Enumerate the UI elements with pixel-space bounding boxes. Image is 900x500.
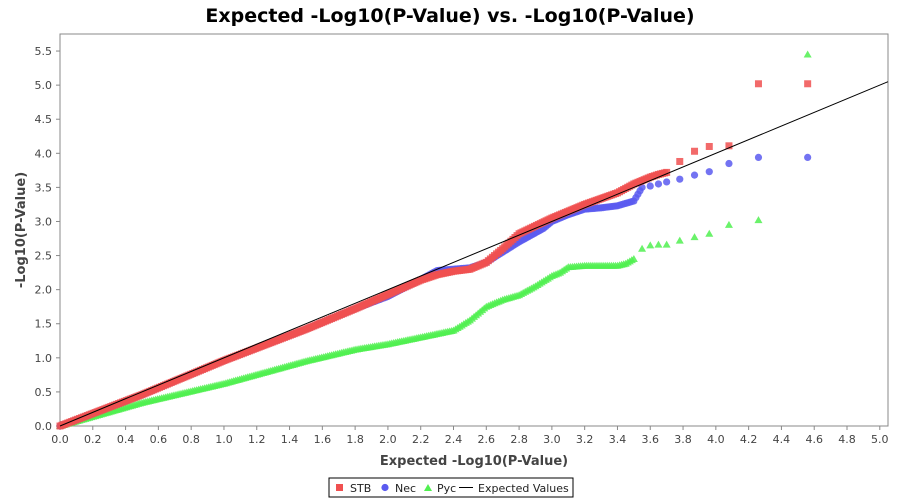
data-point-stb [691, 147, 699, 155]
data-point-stb [705, 142, 713, 150]
y-tick-label: 4.0 [35, 147, 53, 160]
data-point-nec [663, 178, 671, 186]
y-tick-label: 2.0 [35, 284, 53, 297]
data-point-stb [725, 142, 733, 150]
data-point-pyc [638, 244, 647, 252]
x-tick-label: 0.2 [84, 433, 102, 446]
data-point-nec [646, 182, 654, 190]
data-point-nec [705, 168, 713, 176]
legend-stb-label: STB [350, 482, 371, 495]
data-point-pyc [646, 241, 655, 249]
x-tick-label: 4.6 [805, 433, 823, 446]
data-point-pyc [675, 236, 684, 244]
data-point-nec [654, 180, 663, 188]
legend-pyc-label: Pyc [437, 482, 456, 495]
plot-area [59, 33, 889, 427]
reference-line-layer [59, 81, 889, 427]
legend-stb-marker [336, 484, 343, 491]
x-tick-label: 1.8 [346, 433, 364, 446]
x-tick-label: 0.4 [117, 433, 135, 446]
x-tick-label: 4.0 [707, 433, 725, 446]
x-tick-label: 1.0 [215, 433, 233, 446]
x-tick-label: 1.4 [281, 433, 299, 446]
data-point-nec [676, 175, 684, 183]
series-stb [56, 80, 812, 430]
x-tick-label: 2.0 [379, 433, 397, 446]
y-tick-label: 5.5 [35, 45, 53, 58]
series-layer [56, 50, 812, 430]
data-point-nec [804, 153, 812, 161]
data-point-pyc [662, 240, 671, 248]
x-tick-label: 0.8 [182, 433, 200, 446]
y-tick-label: 1.0 [35, 352, 53, 365]
x-axis-label: Expected -Log10(P-Value) [380, 454, 568, 469]
x-tick-label: 4.8 [838, 433, 856, 446]
expected-values-line [59, 81, 889, 427]
data-point-stb [804, 80, 812, 88]
x-tick-label: 0.0 [51, 433, 69, 446]
x-tick-label: 2.8 [510, 433, 528, 446]
legend-nec-marker [381, 483, 389, 492]
x-tick-label: 1.6 [314, 433, 332, 446]
x-tick-label: 3.4 [609, 433, 627, 446]
data-point-pyc [724, 220, 733, 228]
y-tick-label: 3.5 [35, 181, 53, 194]
y-tick-label: 3.0 [35, 215, 53, 228]
data-point-pyc [803, 50, 812, 58]
x-tick-label: 0.6 [150, 433, 168, 446]
data-point-stb [676, 157, 684, 165]
y-tick-label: 0.0 [35, 420, 53, 433]
y-tick-label: 1.5 [35, 318, 53, 331]
x-tick-label: 2.2 [412, 433, 430, 446]
legend-nec-label: Nec [395, 482, 416, 495]
legend: STB Nec Pyc Expected Values [328, 477, 574, 498]
x-tick-label: 4.4 [773, 433, 791, 446]
data-point-pyc [629, 254, 638, 262]
x-tick-label: 1.2 [248, 433, 266, 446]
data-point-stb [663, 168, 671, 176]
x-tick-label: 3.0 [543, 433, 561, 446]
y-axis-label: -Log10(P-Value) [14, 172, 29, 288]
legend-expected-label: Expected Values [478, 482, 569, 495]
data-point-nec [754, 153, 763, 161]
series-pyc [56, 50, 812, 429]
x-tick-label: 2.6 [478, 433, 496, 446]
x-tick-label: 4.2 [740, 433, 758, 446]
y-tick-label: 2.5 [35, 250, 53, 263]
data-point-nec [725, 159, 733, 168]
x-tick-label: 3.8 [674, 433, 692, 446]
y-tick-label: 0.5 [35, 386, 53, 399]
data-point-pyc [705, 229, 714, 237]
y-tick-label: 5.0 [35, 79, 53, 92]
y-tick-label: 4.5 [35, 113, 53, 126]
data-point-stb [754, 80, 762, 88]
x-tick-label: 3.6 [642, 433, 660, 446]
y-axis-ticks: 0.0 0.5 1.0 1.5 2.0 2.5 3.0 3.5 4.0 4.5 5.0 5.5 [35, 45, 60, 433]
data-point-pyc [754, 216, 763, 224]
chart-title: Expected -Log10(P-Value) vs. -Log10(P-Va… [205, 5, 694, 27]
data-point-pyc [690, 233, 699, 241]
x-tick-label: 3.2 [576, 433, 594, 446]
data-point-pyc [654, 240, 663, 248]
legend-box [328, 477, 574, 498]
data-point-nec [690, 171, 699, 179]
x-tick-label: 2.4 [445, 433, 463, 446]
x-axis-ticks: 0.0 0.2 0.4 0.6 0.8 1.0 1.2 1.4 1.6 1.8 2.0 2.2 2.4 2… [51, 426, 889, 446]
x-tick-label: 5.0 [871, 433, 889, 446]
legend-pyc-marker [424, 484, 432, 491]
